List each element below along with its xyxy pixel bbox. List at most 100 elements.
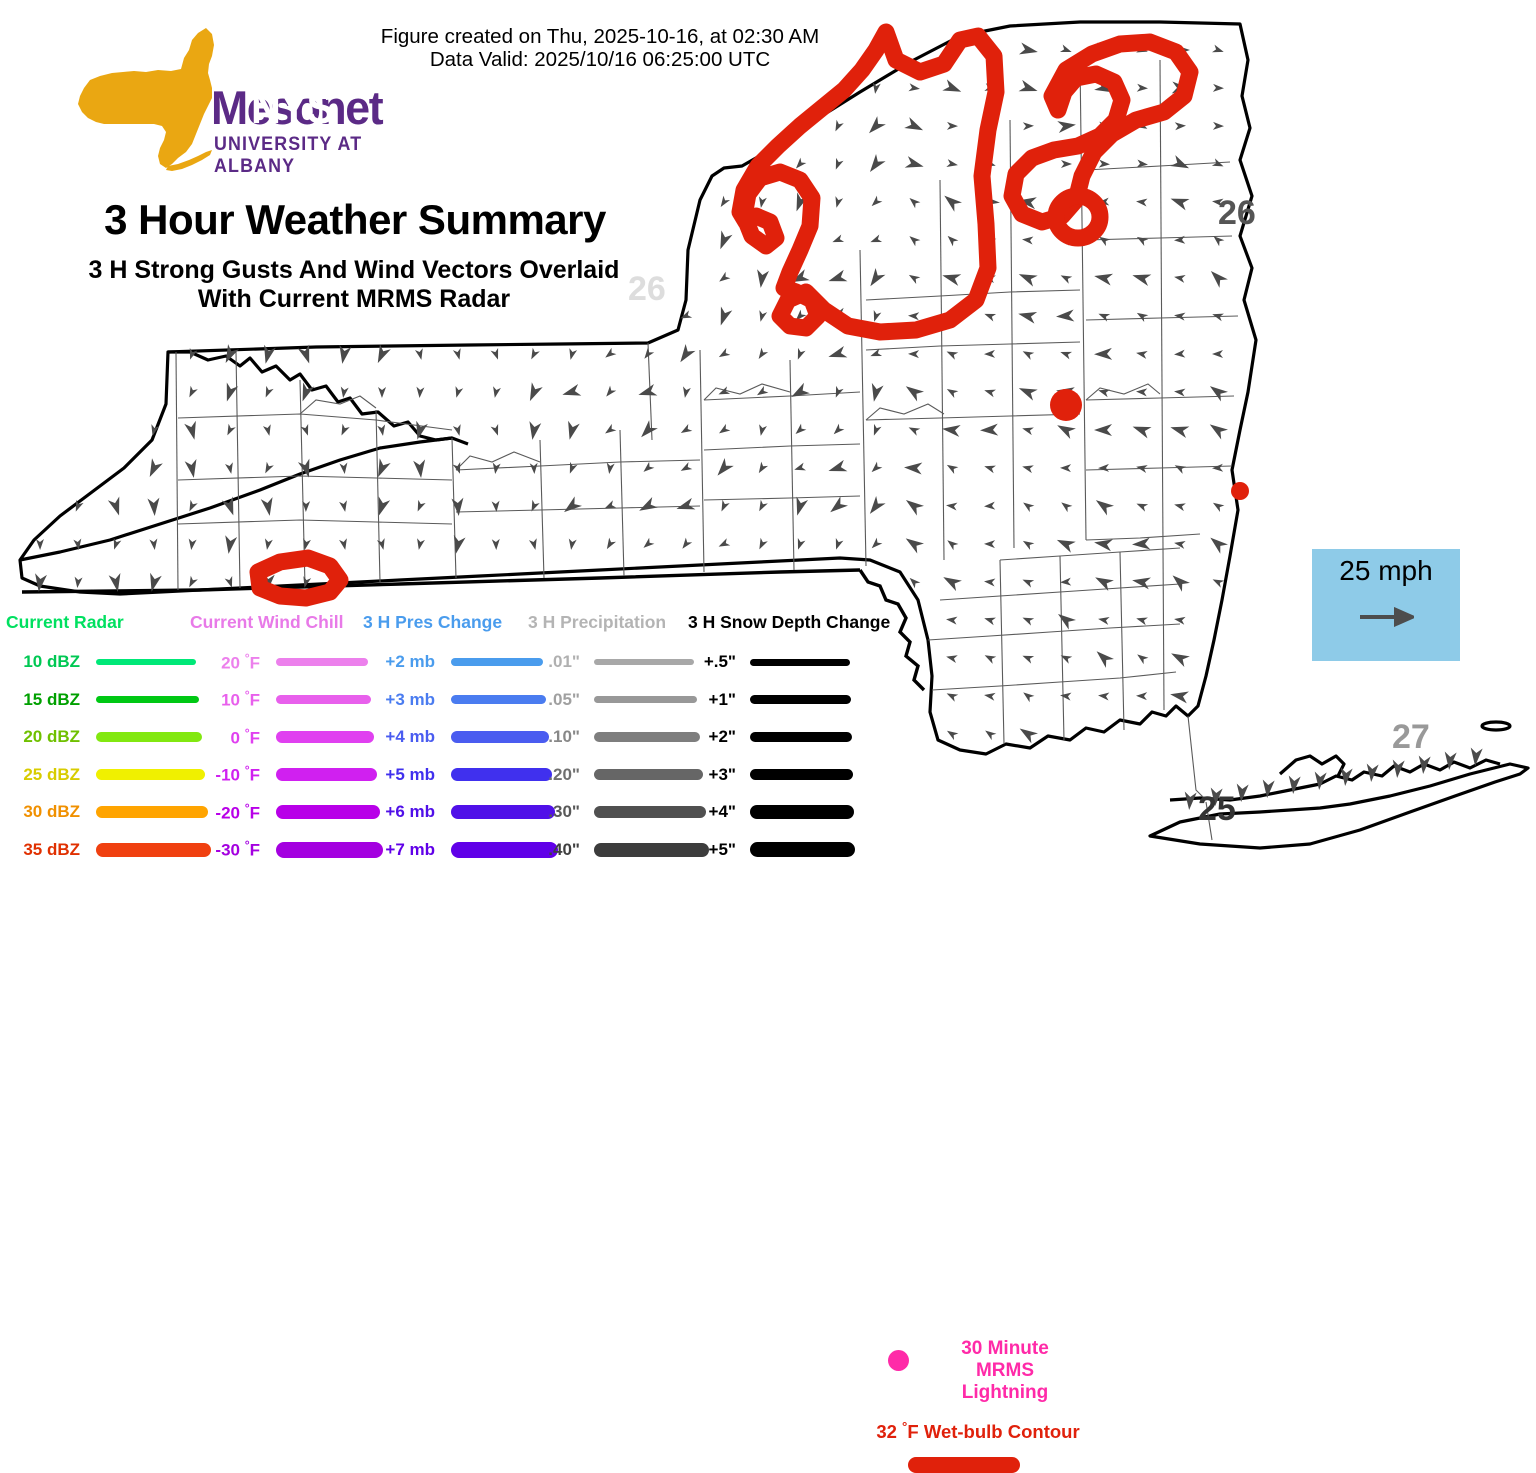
lake-shoreline (19, 350, 469, 562)
legend-item: 10 dBZ (6, 650, 196, 674)
wind-vector-arrow-icon (1169, 688, 1189, 704)
lightning-label-line-2: MRMS (975, 1360, 1035, 1382)
wind-vector-arrow-icon (1058, 499, 1073, 513)
wind-vector-arrow-icon (377, 424, 387, 437)
wind-vector-arrow-icon (1060, 159, 1073, 169)
legend-item-swatch (750, 658, 850, 666)
wind-vector-arrow-icon (904, 156, 926, 173)
wind-vector-arrow-icon (1135, 614, 1148, 626)
wind-vector-arrow-icon (1018, 42, 1039, 58)
wind-vector-arrow-icon (490, 423, 502, 437)
legend-item-swatch (96, 805, 208, 819)
wind-vector-arrow-icon (714, 230, 733, 252)
wind-vector-arrow-icon (1206, 532, 1228, 554)
legend-column-4: 3 H Snow Depth Change +.5" +1" +2" +3" +4" +5" (688, 612, 890, 859)
legend-item-swatch (594, 805, 706, 819)
wind-vector-arrow-icon (983, 386, 996, 398)
wind-vector-arrow-icon (1130, 269, 1152, 286)
legend-item-label: 10 °F (221, 688, 260, 710)
legend-item-label: 25 dBZ (23, 764, 80, 784)
legend-item: +7 mb (363, 838, 558, 862)
lightning-dot-icon (888, 1350, 909, 1371)
wind-vector-arrow-icon (979, 423, 999, 437)
legend-item-swatch (451, 804, 555, 820)
wind-vector-arrow-icon (339, 500, 350, 513)
legend-item: .10" (528, 725, 700, 749)
legend-item-swatch (594, 769, 703, 780)
figure-created-line: Figure created on Thu, 2025-10-16, at 02… (380, 25, 820, 48)
legend-item-swatch (276, 804, 380, 820)
legend-item-label: +4 mb (385, 727, 435, 746)
wind-vector-arrow-icon (640, 461, 655, 475)
wind-vector-arrow-icon (602, 500, 617, 513)
legend-item: 25 dBZ (6, 763, 205, 787)
wind-vector-arrow-icon (826, 459, 848, 477)
legend-item-swatch (594, 842, 709, 857)
wind-vector-arrow-icon (712, 458, 734, 480)
wind-vector-arrow-icon (296, 382, 315, 404)
wind-vector-arrow-icon (868, 537, 883, 552)
subtitle-line-1: 3 H Strong Gusts And Wind Vectors Overla… (88, 256, 620, 284)
legend-item-label: +6 mb (385, 802, 435, 821)
map-legend: Current Radar 10 dBZ 15 dBZ 20 dBZ 25 dBZ 30 … (0, 612, 1080, 1473)
wind-vector-arrow-icon (832, 537, 844, 551)
wind-vector-arrow-icon (868, 234, 883, 246)
wind-vector-arrow-icon (1135, 691, 1148, 701)
legend-item-label: +1" (708, 689, 736, 709)
wind-vector-arrow-icon (1173, 615, 1186, 625)
lightning-dot-icon (1231, 482, 1249, 500)
wind-vector-arrow-icon (415, 386, 425, 399)
wind-vector-arrow-icon (870, 310, 882, 323)
wind-vector-arrow-icon (830, 423, 845, 438)
wind-vector-arrow-icon (904, 117, 926, 136)
legend-item: +3 mb (363, 688, 546, 712)
legend-column-1: Current Wind Chill 20 °F 10 °F 0 °F -10 °F -2… (190, 612, 383, 860)
wind-vector-arrow-icon (636, 496, 658, 517)
legend-item-swatch (451, 658, 543, 666)
legend-item-label: -20 °F (215, 800, 260, 823)
wind-vector-arrow-icon (1135, 348, 1148, 359)
wind-vector-arrow-icon (1130, 420, 1152, 439)
legend-item-swatch (451, 731, 549, 743)
wind-vector-arrow-icon (902, 533, 924, 554)
wind-vector-arrow-icon (1093, 347, 1113, 361)
wind-vector-arrow-icon (73, 576, 83, 589)
wind-scale-label: 25 mph (1339, 555, 1433, 586)
wind-vector-arrow-icon (1211, 44, 1225, 56)
wind-vector-arrow-icon (376, 538, 388, 551)
wind-vector-arrow-icon (1168, 421, 1190, 438)
wind-vector-arrow-icon (524, 382, 543, 404)
logo-mesonet-text: Mesonet (211, 81, 384, 134)
wind-vector-arrow-icon (1173, 538, 1186, 549)
wind-vector-arrow-icon (490, 386, 501, 399)
wind-vector-arrow-icon (337, 423, 350, 438)
wind-vector-arrow-icon (187, 538, 197, 551)
wind-vector-arrow-icon (603, 385, 617, 400)
wind-vector-arrow-icon (560, 496, 582, 517)
wind-vector-arrow-icon (794, 347, 806, 362)
figure-timestamp-block: Figure created on Thu, 2025-10-16, at 02… (340, 25, 860, 72)
legend-item-label: .01" (548, 652, 580, 671)
wind-vector-arrow-icon (560, 384, 582, 401)
wind-vector-arrow-icon (261, 385, 274, 400)
wind-vector-arrow-icon (864, 116, 886, 138)
legend-item-swatch (451, 768, 552, 781)
legend-item: +.5" (688, 650, 850, 674)
wind-vector-arrow-icon (865, 154, 886, 176)
wind-vector-arrow-icon (792, 423, 807, 437)
legend-column-2: 3 H Pres Change +2 mb +3 mb +4 mb +5 mb +6 mb… (363, 612, 558, 859)
wind-vector-arrow-icon (1016, 307, 1038, 324)
wind-vector-arrow-icon (868, 461, 883, 476)
legend-item-swatch (96, 695, 199, 704)
wind-vector-arrow-icon (1057, 118, 1077, 134)
legend-column-title: 3 H Pres Change (363, 612, 503, 632)
legend-item-label: 0 °F (230, 725, 260, 748)
legend-item-label: .10" (548, 727, 580, 746)
wind-vector-arrow-icon (1021, 235, 1034, 245)
wind-vector-arrow-icon (1210, 233, 1225, 247)
legend-item-label: 15 dBZ (23, 689, 80, 709)
wind-vector-arrow-icon (450, 534, 466, 556)
legend-column-title: Current Wind Chill (190, 612, 344, 632)
wind-vector-arrow-icon (1092, 495, 1114, 516)
weather-map: 26 26 25 27 (18, 20, 1530, 850)
